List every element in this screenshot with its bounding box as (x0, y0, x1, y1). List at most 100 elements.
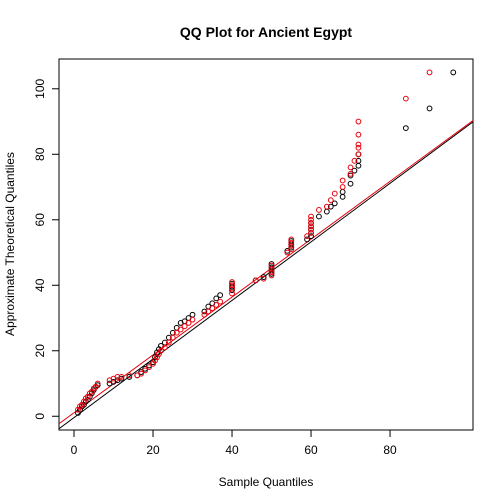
data-point (229, 290, 235, 297)
data-point (347, 171, 354, 177)
data-point (304, 236, 310, 243)
reference-line-1 (59, 120, 473, 425)
data-point (355, 118, 362, 125)
data-point (138, 370, 145, 377)
y-tick-label: 0 (33, 413, 47, 420)
data-point (229, 282, 235, 289)
data-point (158, 347, 164, 354)
data-point (288, 243, 295, 249)
x-axis-label: Sample Quantiles (219, 475, 314, 489)
data-point (260, 274, 267, 280)
data-point (355, 151, 362, 158)
data-point (308, 220, 314, 226)
data-point (288, 236, 295, 243)
data-point (205, 308, 212, 315)
data-point (118, 374, 125, 380)
data-point (308, 233, 314, 240)
data-point (126, 374, 133, 380)
data-point (268, 269, 275, 276)
data-point (268, 262, 275, 269)
x-tick-label: 20 (146, 443, 160, 457)
x-tick-label: 60 (304, 443, 318, 457)
y-tick-label: 20 (33, 344, 47, 358)
data-point (355, 162, 362, 169)
plot-area (59, 69, 473, 430)
data-point (339, 193, 346, 200)
data-point (308, 216, 314, 223)
data-point (169, 334, 176, 341)
y-tick-label: 40 (33, 278, 47, 292)
data-point (323, 208, 330, 215)
data-point (252, 277, 259, 284)
data-point (316, 213, 322, 220)
data-point (260, 275, 267, 282)
data-point (209, 305, 216, 312)
data-point (173, 329, 180, 336)
x-tick-label: 40 (225, 443, 239, 457)
data-point (339, 189, 346, 195)
chart-title: QQ Plot for Ancient Egypt (180, 24, 352, 40)
data-point (229, 285, 235, 292)
reference-line-0 (59, 121, 473, 430)
data-point (339, 177, 346, 184)
data-point (355, 144, 362, 151)
y-tick-label: 60 (33, 213, 47, 227)
x-tick-label: 0 (71, 443, 78, 457)
y-axis-label: Approximate Theoretical Quantiles (3, 152, 17, 336)
data-point (177, 326, 184, 333)
data-point (161, 344, 168, 351)
data-point (288, 239, 295, 246)
data-point (189, 316, 196, 323)
y-tick-label: 80 (33, 147, 47, 161)
data-point (181, 323, 188, 330)
data-point (351, 167, 358, 174)
data-point (114, 374, 121, 380)
data-point (331, 200, 338, 207)
data-point (217, 298, 224, 305)
data-point (165, 339, 172, 346)
data-point (146, 364, 152, 371)
data-point (351, 157, 358, 164)
data-point (126, 372, 133, 379)
data-point (347, 172, 354, 179)
data-point (152, 354, 158, 361)
x-axis: 0 20 40 60 80 (71, 429, 397, 457)
x-tick-label: 80 (383, 443, 397, 457)
data-point (355, 141, 362, 148)
data-point (201, 308, 208, 315)
data-point (213, 295, 220, 302)
data-point (217, 292, 224, 298)
data-point (229, 279, 235, 285)
data-point (355, 131, 362, 138)
data-point (189, 311, 196, 318)
data-point (213, 302, 220, 308)
data-point (355, 157, 362, 164)
data-point (402, 95, 409, 102)
data-point (201, 311, 208, 318)
data-point (402, 125, 409, 131)
y-tick-label: 100 (33, 78, 47, 98)
data-point (185, 320, 192, 326)
data-point (327, 203, 334, 210)
data-point (304, 233, 310, 240)
data-point (94, 380, 101, 387)
data-point (288, 246, 295, 253)
data-point (331, 190, 338, 197)
data-point (323, 203, 330, 210)
data-point (284, 249, 291, 256)
data-point (308, 229, 314, 236)
data-point (347, 164, 354, 171)
data-point (308, 226, 314, 233)
y-axis: 0 20 40 60 80 100 (33, 78, 60, 420)
data-point (426, 69, 433, 76)
data-point (308, 223, 314, 230)
data-point (268, 272, 275, 279)
data-point (450, 69, 457, 76)
data-point (316, 207, 322, 213)
data-point (339, 184, 346, 190)
data-point (426, 105, 433, 112)
data-point (268, 265, 275, 272)
data-point (308, 213, 314, 220)
series-1-points (75, 69, 433, 413)
